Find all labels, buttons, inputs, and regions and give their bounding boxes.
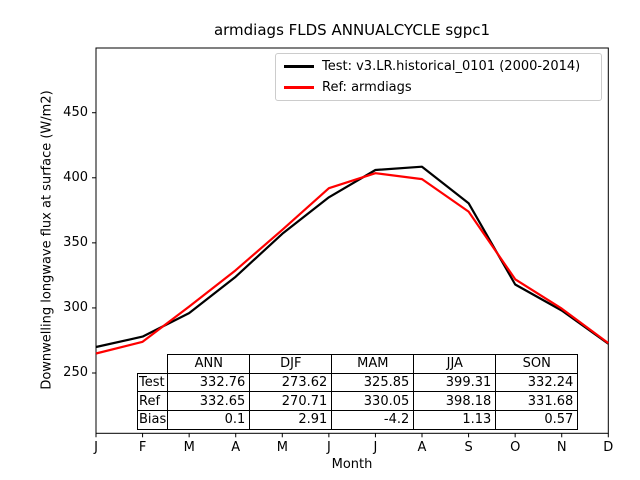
x-tick-label: F xyxy=(138,440,147,455)
table-corner-blank xyxy=(138,355,168,374)
table-cell: 0.57 xyxy=(495,410,579,430)
y-tick-label: 400 xyxy=(63,170,88,186)
legend-line-sample-test xyxy=(284,65,314,69)
stats-table: ANN DJF MAM JJA SON Test 332.76 273.62 3… xyxy=(136,354,579,430)
legend-line-sample-ref xyxy=(284,85,314,89)
table-column-header: JJA xyxy=(413,354,497,374)
y-tick-label: 300 xyxy=(63,300,88,316)
legend-entry-test: Test: v3.LR.historical_0101 (2000-2014) xyxy=(284,57,595,77)
table-cell: 1.13 xyxy=(413,410,497,430)
table-cell: 330.05 xyxy=(331,391,415,412)
ref-line xyxy=(95,172,609,355)
table-cell: 325.85 xyxy=(331,372,415,393)
x-tick-label: N xyxy=(556,440,567,455)
table-column-header: SON xyxy=(495,354,579,374)
table-cell: 270.71 xyxy=(249,391,333,412)
table-column-header: MAM xyxy=(331,354,415,374)
table-cell: -4.2 xyxy=(331,410,415,430)
table-row-label: Bias xyxy=(136,410,169,430)
table-row-label: Test xyxy=(136,372,169,393)
legend-entry-ref: Ref: armdiags xyxy=(284,77,595,97)
x-tick-label: A xyxy=(231,440,241,455)
axis-ticks xyxy=(92,112,609,438)
chart-title: armdiags FLDS ANNUALCYCLE sgpc1 xyxy=(213,21,491,39)
table-cell: 332.65 xyxy=(167,391,251,412)
x-tick-label: O xyxy=(510,440,521,455)
table-cell: 0.1 xyxy=(167,410,251,430)
table-row-label: Ref xyxy=(136,391,169,412)
legend-label-ref: Ref: armdiags xyxy=(322,79,412,95)
table-cell: 273.62 xyxy=(249,372,333,393)
table-header-row: ANN DJF MAM JJA SON xyxy=(138,354,579,374)
table-column-header: DJF xyxy=(249,354,333,374)
table-row: Test 332.76 273.62 325.85 399.31 332.24 xyxy=(136,372,579,393)
test-line xyxy=(95,165,609,349)
table-cell: 331.68 xyxy=(495,391,579,412)
x-tick-label: M xyxy=(183,440,195,455)
x-tick-label: J xyxy=(94,440,98,455)
x-axis-label: Month xyxy=(331,457,373,472)
table-cell: 399.31 xyxy=(413,372,497,393)
y-tick-label: 350 xyxy=(63,235,88,251)
x-tick-label: A xyxy=(417,440,427,455)
x-tick-label: D xyxy=(603,440,614,455)
table-cell: 332.76 xyxy=(167,372,251,393)
axes-frame xyxy=(95,47,609,434)
legend: Test: v3.LR.historical_0101 (2000-2014) … xyxy=(275,53,602,101)
table-cell: 398.18 xyxy=(413,391,497,412)
x-tick-label: S xyxy=(464,440,473,455)
table-row: Ref 332.65 270.71 330.05 398.18 331.68 xyxy=(136,391,579,412)
table-cell: 332.24 xyxy=(495,372,579,393)
y-tick-label: 450 xyxy=(63,105,88,121)
legend-label-test: Test: v3.LR.historical_0101 (2000-2014) xyxy=(322,59,581,75)
table-row: Bias 0.1 2.91 -4.2 1.13 0.57 xyxy=(136,410,579,430)
x-tick-label: M xyxy=(276,440,288,455)
x-tick-label: J xyxy=(326,440,331,455)
x-tick-label: J xyxy=(373,440,378,455)
table-column-header: ANN xyxy=(167,354,251,374)
y-tick-label: 250 xyxy=(63,365,88,380)
table-cell: 2.91 xyxy=(249,410,333,430)
